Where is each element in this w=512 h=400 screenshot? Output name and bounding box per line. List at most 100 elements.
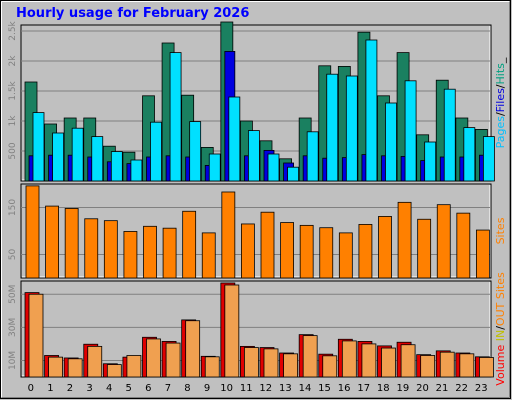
sites-bar: [45, 205, 59, 279]
volume-out-bar: [67, 358, 83, 378]
hits-panel-side-label: Pages/Files/Hits_: [494, 57, 507, 148]
hits-panel-side-label-part: /: [494, 112, 507, 116]
volume-out-bar: [146, 338, 161, 378]
x-tick-label: 22: [455, 383, 468, 394]
volume-out-bar: [224, 284, 240, 378]
sites-bar: [417, 218, 432, 279]
x-tick-label: 20: [416, 383, 429, 394]
volume-panel-side-label-part: Volume: [494, 345, 507, 386]
hits-panel-y-tick-label: 500: [8, 142, 18, 159]
volume-out-bar: [420, 355, 436, 378]
pages-bar: [306, 131, 319, 182]
sites-panel-y-tick-label: 50: [8, 249, 18, 261]
sites-bar: [299, 224, 314, 279]
chart-title: Hourly usage for February 2026: [16, 6, 250, 21]
x-tick-label: 5: [126, 383, 132, 394]
hits-panel-y-tick-label: 1.5k: [8, 80, 18, 100]
volume-out-bar: [479, 357, 494, 378]
hits-panel-y-tick-label: 2.5k: [8, 20, 18, 40]
x-tick-label: 18: [377, 383, 390, 394]
sites-bar: [84, 218, 99, 279]
pages-bar: [52, 132, 64, 182]
volume-out-bar: [185, 320, 201, 378]
sites-bar: [476, 229, 490, 279]
hits-panel-side-label-part: Pages: [494, 116, 507, 149]
volume-out-bar: [87, 345, 103, 378]
volume-out-bar: [283, 353, 298, 378]
x-tick-label: 17: [357, 383, 370, 394]
sites-panel-plot-area: [20, 183, 492, 279]
sites-bar: [64, 208, 79, 279]
volume-panel-side-label-part: OUT: [494, 302, 507, 326]
x-tick-label: 0: [28, 383, 34, 394]
sites-bar: [182, 210, 197, 279]
volume-out-bar: [204, 356, 220, 378]
pages-bar: [208, 153, 221, 182]
volume-panel-y-tick-label: 50M: [8, 285, 18, 304]
hits-panel-y-tick-label: 1k: [8, 115, 18, 127]
volume-panel-y-tick-label: 30M: [8, 318, 18, 337]
volume-out-bar: [263, 348, 279, 378]
pages-bar: [287, 166, 299, 182]
pages-bar: [110, 151, 123, 182]
volume-out-bar: [244, 347, 259, 378]
hits-panel-side-label-part: _: [494, 57, 507, 64]
sites-bar: [123, 231, 138, 279]
pages-bar: [91, 136, 104, 182]
pages-bar: [267, 153, 280, 182]
volume-out-bar: [361, 343, 377, 378]
pages-bar: [130, 159, 143, 182]
x-tick-label: 4: [106, 383, 112, 394]
sites-bar: [319, 227, 334, 279]
x-tick-label: 11: [240, 383, 253, 394]
volume-out-bar: [439, 351, 455, 378]
sites-bar: [241, 223, 255, 279]
volume-out-bar: [165, 342, 181, 378]
sites-bar: [103, 220, 118, 279]
pages-bar: [404, 80, 417, 182]
volume-out-bar: [48, 356, 63, 378]
x-tick-label: 13: [279, 383, 292, 394]
pages-bar: [345, 75, 358, 182]
x-tick-label: 2: [67, 383, 73, 394]
hits-panel-side-label-part: Files: [494, 88, 507, 112]
volume-out-bar: [322, 355, 338, 378]
hits-panel-side-label-part: /: [494, 84, 507, 88]
volume-panel-y-tick-label: 10M: [8, 351, 18, 370]
volume-out-bar: [302, 335, 318, 378]
x-tick-label: 7: [165, 383, 171, 394]
pages-bar: [365, 39, 378, 182]
pages-bar: [326, 73, 339, 182]
pages-bar: [424, 141, 437, 182]
sites-bar: [338, 232, 353, 279]
sites-bar: [436, 204, 451, 279]
pages-bar: [189, 121, 202, 182]
volume-panel-side-label-part: IN: [494, 330, 507, 341]
pages-bar: [483, 136, 495, 182]
pages-bar: [32, 112, 45, 182]
pages-bar: [463, 127, 476, 182]
x-tick-label: 9: [204, 383, 210, 394]
pages-bar: [150, 121, 162, 182]
volume-panel-side-label-part: /: [494, 326, 507, 330]
sites-bar: [221, 191, 236, 279]
volume-out-bar: [106, 364, 122, 378]
volume-panel-side-label-part: Sites: [494, 272, 507, 299]
sites-bar: [143, 225, 157, 279]
x-tick-label: 6: [145, 383, 151, 394]
sites-bar: [280, 222, 294, 279]
x-tick-label: 16: [338, 383, 351, 394]
volume-out-bar: [400, 344, 416, 378]
sites-panel-side-label: Sites: [494, 217, 507, 244]
x-tick-label: 23: [475, 383, 488, 394]
volume-out-bar: [381, 347, 396, 378]
sites-bar: [378, 216, 392, 279]
volume-panel-frame: 10M 30M 50M Volume IN/OUT Sites: [8, 272, 507, 386]
volume-out-bar: [459, 353, 475, 378]
sites-panel-side-label-part: Sites: [494, 217, 507, 244]
panels-group: 5001k1.5k2k2.5kPages/Files/Hits_50150Sit…: [8, 20, 507, 385]
pages-bar: [71, 127, 84, 182]
